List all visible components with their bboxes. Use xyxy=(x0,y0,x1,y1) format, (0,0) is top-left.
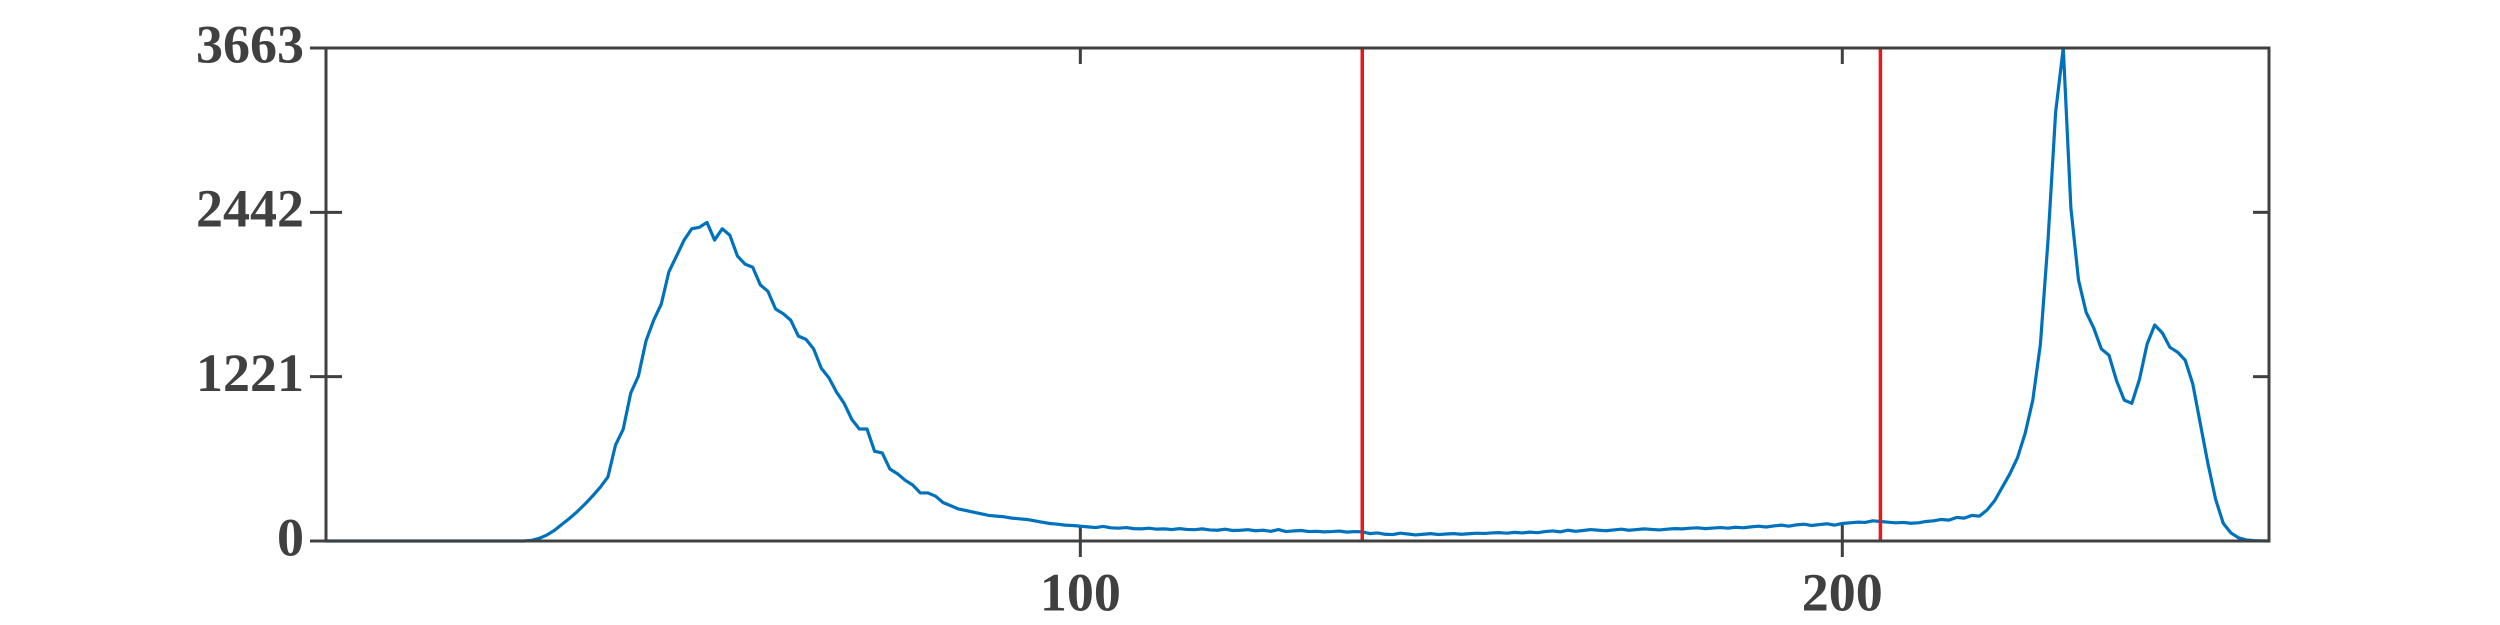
x-tick-label: 200 xyxy=(1802,562,1883,622)
y-tick-label: 3663 xyxy=(196,14,304,74)
x-tick-label: 100 xyxy=(1040,562,1121,622)
plot-frame xyxy=(324,46,2271,543)
data-line xyxy=(326,46,2270,543)
y-tick-label: 2442 xyxy=(196,179,304,239)
y-tick-label: 1221 xyxy=(196,343,304,403)
y-tick-label: 0 xyxy=(277,507,304,567)
